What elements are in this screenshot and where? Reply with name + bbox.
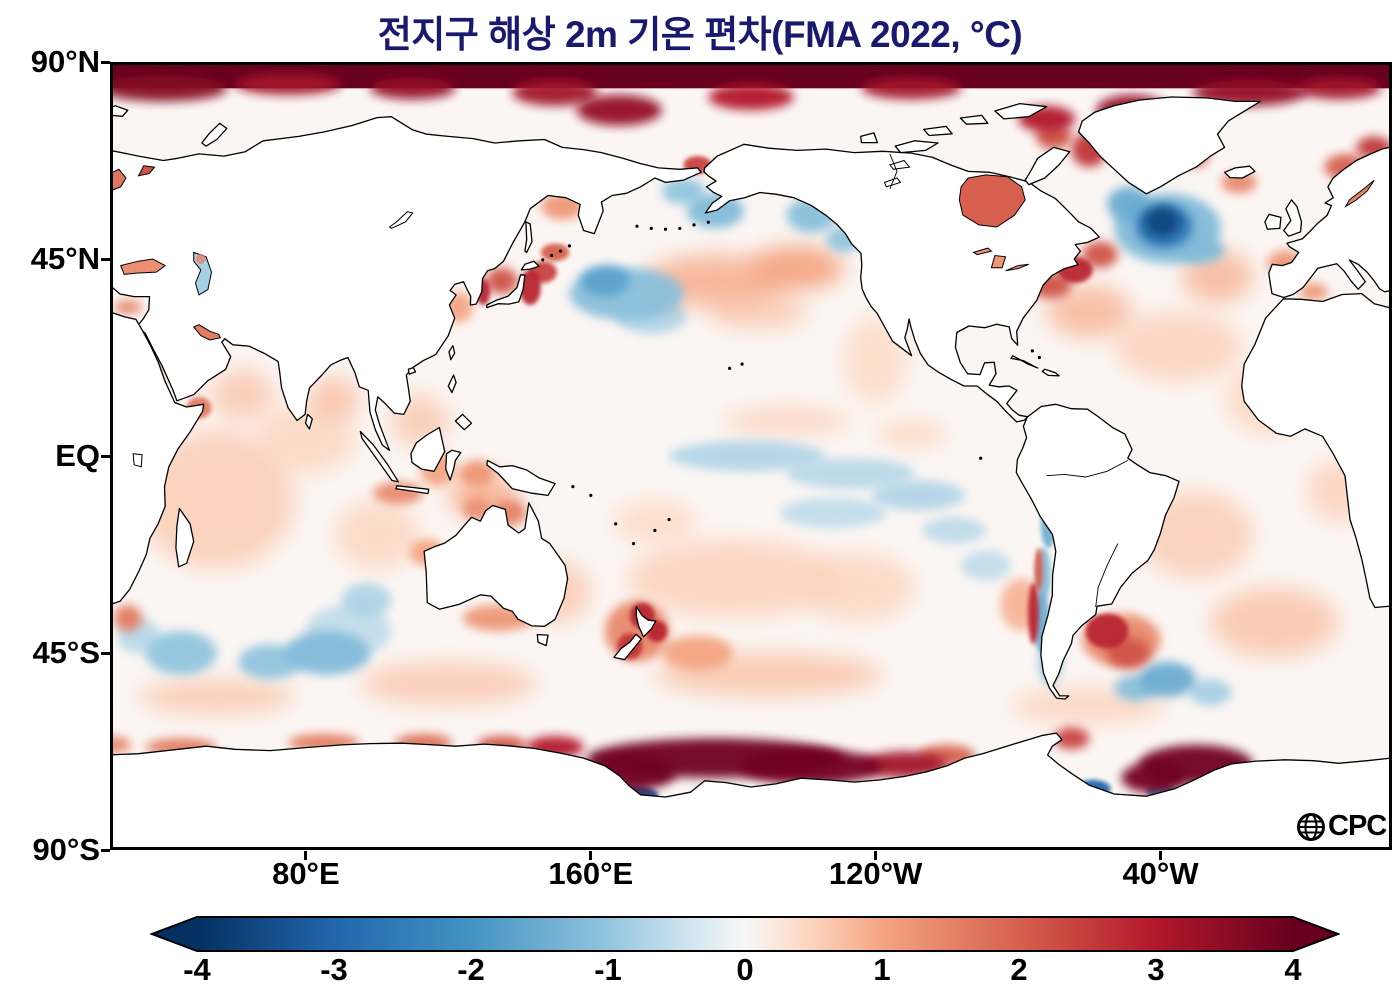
y-axis-label: EQ (55, 438, 100, 473)
x-axis-label: 80°E (272, 856, 340, 891)
colorbar (149, 916, 1341, 954)
chart-title: 전지구 해상 2m 기온 편차(FMA 2022, °C) (377, 14, 1023, 55)
colorbar-tick-label: 3 (1147, 952, 1165, 987)
x-axis-label: 120°W (828, 856, 923, 891)
cpc-logo-text: CPC (1328, 810, 1387, 842)
y-axis-label: 90°S (32, 832, 100, 867)
x-axis-tick (589, 851, 593, 860)
y-axis-tick (101, 60, 110, 64)
colorbar-tick-label: 1 (873, 952, 891, 987)
x-axis-tick (874, 851, 878, 860)
colorbar-tick-label: 0 (736, 952, 754, 987)
colorbar-tick-label: -4 (183, 952, 211, 987)
y-axis-label: 45°N (30, 241, 100, 276)
colorbar-tick-label: -2 (457, 952, 485, 987)
y-axis-tick (101, 651, 110, 655)
colorbar-tick-label: 2 (1010, 952, 1028, 987)
colorbar-tick-label: -3 (320, 952, 348, 987)
y-axis-tick (101, 257, 110, 261)
colorbar-tick-label: 4 (1284, 952, 1302, 987)
x-axis-tick (1159, 851, 1163, 860)
cpc-logo: CPC (1296, 810, 1387, 843)
x-axis-tick (304, 851, 308, 860)
map-plot (110, 62, 1392, 850)
x-axis-label: 160°E (548, 856, 634, 891)
y-axis-label: 90°N (30, 44, 100, 79)
x-axis-label: 40°W (1122, 856, 1199, 891)
y-axis-tick (101, 454, 110, 458)
globe-icon (1297, 812, 1325, 841)
y-axis-label: 45°S (32, 635, 100, 670)
y-axis-tick (101, 848, 110, 852)
colorbar-tick-label: -1 (594, 952, 622, 987)
